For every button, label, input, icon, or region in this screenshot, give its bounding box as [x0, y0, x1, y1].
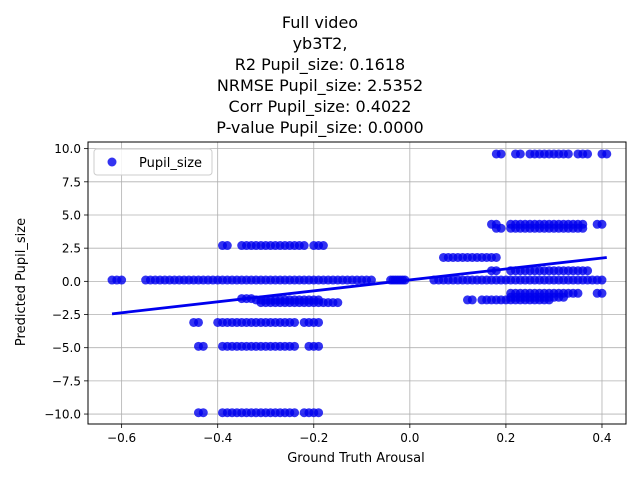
data-point [563, 149, 573, 159]
data-point [573, 288, 583, 298]
y-tick-label: 5.0 [62, 208, 81, 222]
plot-frame [87, 141, 627, 425]
data-point [117, 275, 127, 285]
x-tick-label: 0.0 [400, 431, 419, 445]
x-tick-label: 0.4 [592, 431, 611, 445]
data-point [602, 149, 612, 159]
y-tick-label: 2.5 [62, 242, 81, 256]
x-tick-label: 0.2 [496, 431, 515, 445]
title-line-3: R2 Pupil_size: 0.1618 [234, 55, 406, 74]
regression-line [111, 256, 607, 316]
data-point [318, 241, 328, 251]
data-point [583, 149, 593, 159]
legend-label: Pupil_size [139, 156, 202, 171]
data-point [198, 408, 208, 418]
regression-line-group [111, 256, 607, 316]
data-point [290, 341, 300, 351]
title-line-1: Full video [281, 13, 359, 32]
y-axis-label: Predicted Pupil_size [14, 218, 29, 346]
legend: Pupil_size [93, 148, 213, 176]
title-line-4: NRMSE Pupil_size: 2.5352 [216, 76, 424, 95]
x-axis-label: Ground Truth Arousal [287, 451, 425, 466]
y-tick-label: 7.5 [62, 175, 81, 189]
data-point [491, 252, 501, 262]
data-point [314, 341, 324, 351]
y-tick-label: 10.0 [54, 142, 81, 156]
data-point [314, 408, 324, 418]
data-point [578, 223, 588, 233]
scatter-points [107, 149, 612, 418]
x-tick-label: −0.4 [203, 431, 232, 445]
data-point [290, 317, 300, 327]
data-point [198, 341, 208, 351]
y-tick-label: −5.0 [52, 341, 81, 355]
data-point [467, 295, 477, 305]
data-point [515, 149, 525, 159]
data-point [597, 275, 607, 285]
data-point [193, 317, 203, 327]
x-tick-label: −0.2 [299, 431, 328, 445]
title-line-6: P-value Pupil_size: 0.0000 [216, 118, 424, 137]
x-axis-ticks: −0.6 −0.4 −0.2 0.0 0.2 0.4 [107, 424, 612, 445]
data-point [496, 149, 506, 159]
data-point [222, 241, 232, 251]
data-point [583, 266, 593, 276]
data-point [314, 317, 324, 327]
title-line-2: yb3T2, [292, 34, 348, 53]
data-point [290, 408, 300, 418]
y-tick-label: −2.5 [52, 308, 81, 322]
legend-box [93, 148, 213, 176]
y-tick-label: −10.0 [44, 408, 81, 422]
data-point [597, 288, 607, 298]
y-axis-ticks: −10.0 −7.5 −5.0 −2.5 0.0 2.5 5.0 7.5 10.0 [44, 142, 88, 422]
y-tick-label: 0.0 [62, 275, 81, 289]
title-line-5: Corr Pupil_size: 0.4022 [228, 97, 412, 116]
data-point [496, 223, 506, 233]
data-point [333, 298, 343, 308]
legend-marker [107, 157, 117, 167]
y-tick-label: −7.5 [52, 374, 81, 388]
data-point [366, 275, 376, 285]
data-point [597, 219, 607, 229]
data-point [559, 292, 569, 302]
data-point [299, 241, 309, 251]
x-tick-label: −0.6 [107, 431, 136, 445]
